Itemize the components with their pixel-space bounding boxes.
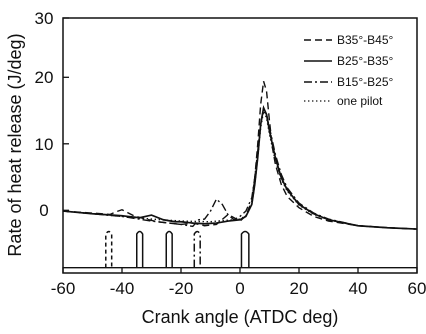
- x-axis-ticks: -60 -40 -20 0 20 40 60: [51, 267, 426, 298]
- injection-pulse-layer: [63, 230, 417, 269]
- y-tick-label: 20: [35, 68, 54, 87]
- x-tick-label: 60: [408, 279, 426, 298]
- injection-pulse-5: [240, 230, 250, 268]
- y-tick-label: 10: [35, 135, 54, 154]
- legend-label: B25°-B35°: [337, 54, 393, 68]
- injection-pulse-3: [165, 230, 173, 268]
- series-line-3: [62, 105, 418, 230]
- series-line-2: [62, 104, 418, 230]
- y-axis-title: Rate of heat release (J/deg): [5, 33, 25, 256]
- x-tick-label: 0: [235, 279, 244, 298]
- x-tick-label: -40: [110, 279, 135, 298]
- legend-label: one pilot: [337, 94, 383, 108]
- y-tick-label: 0: [39, 201, 48, 220]
- x-tick-label: 40: [349, 279, 368, 298]
- x-tick-label: -60: [51, 279, 76, 298]
- legend-label: B35°-B45°: [337, 33, 393, 47]
- y-tick-label: 30: [35, 9, 54, 28]
- injection-pulse-2: [136, 230, 144, 268]
- y-axis-ticks: 0 10 20 30: [35, 9, 69, 220]
- x-axis-title: Crank angle (ATDC deg): [142, 307, 339, 327]
- series-line-4: [62, 108, 418, 230]
- legend-label: B15°-B25°: [337, 75, 393, 89]
- x-tick-label: 20: [290, 279, 309, 298]
- x-tick-label: -20: [169, 279, 194, 298]
- injection-pulse-1: [105, 230, 113, 268]
- legend: B35°-B45° B25°-B35° B15°-B25° one pilot: [304, 33, 393, 108]
- injection-pulse-4: [193, 230, 201, 268]
- series-layer: [62, 81, 418, 230]
